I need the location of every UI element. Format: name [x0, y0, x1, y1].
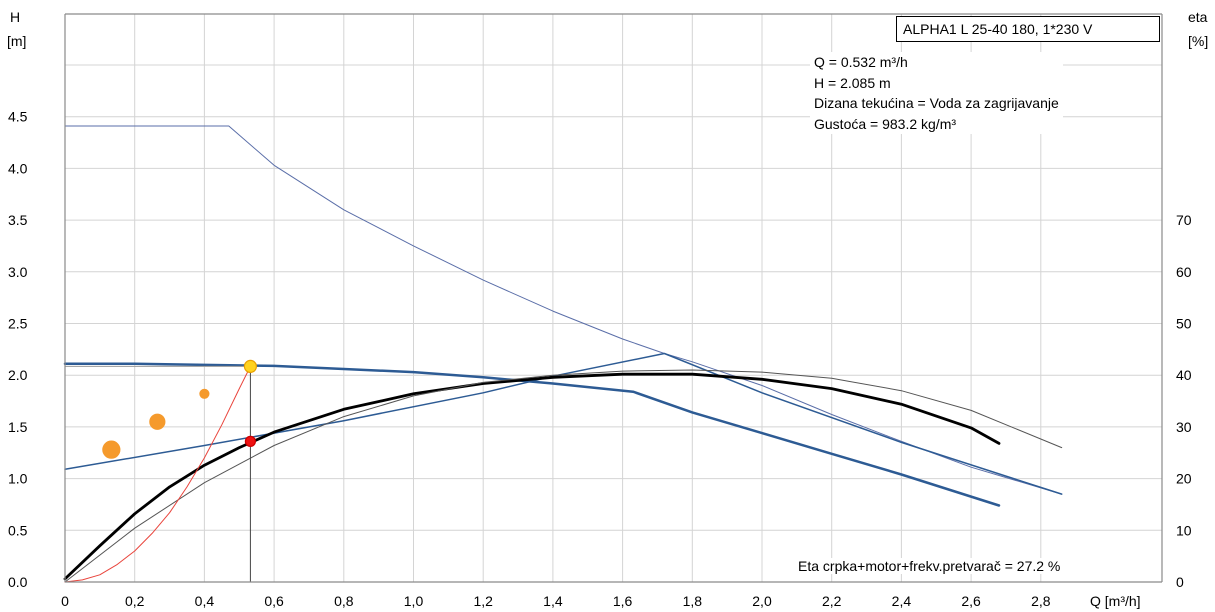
marker-4: [102, 440, 121, 459]
x-tick-label: 2,2: [822, 593, 842, 609]
x-tick-label: 1,6: [613, 593, 633, 609]
info-flow: Q = 0.532 m³/h: [814, 54, 908, 70]
y-right-tick-label: 20: [1176, 471, 1192, 487]
marker-0: [243, 359, 258, 374]
x-tick-label: 2,6: [961, 593, 981, 609]
x-tick-label: 2,0: [752, 593, 772, 609]
y-left-tick-label: 1.0: [8, 471, 28, 487]
marker-2: [199, 388, 210, 399]
info-density: Gustoća = 983.2 kg/m³: [814, 115, 957, 132]
x-tick-label: 2,8: [1031, 593, 1051, 609]
x-tick-label: 0,6: [264, 593, 284, 609]
x-tick-label: 0: [61, 593, 69, 609]
y-left-label-h: H: [10, 9, 20, 25]
info-liquid: Dizana tekućina = Voda za zagrijavanje: [814, 95, 1059, 111]
x-tick-label: 1,8: [683, 593, 703, 609]
y-left-label-unit: [m]: [7, 33, 26, 49]
marker-1: [244, 435, 257, 447]
y-right-label-eta: eta: [1188, 9, 1208, 25]
series-line-0: [64, 125, 1063, 495]
series-line-4: [64, 369, 1063, 583]
efficiency-note: Eta crpka+motor+frekv.pretvarač = 27.2 %: [795, 558, 1064, 574]
series-line-1: [63, 362, 1001, 507]
marker-points: [102, 359, 258, 459]
y-left-tick-label: 3.5: [8, 212, 28, 228]
y-left-tick-label: 4.5: [8, 109, 28, 125]
y-right-tick-label: 30: [1176, 419, 1192, 435]
y-left-tick-label: 0.5: [8, 522, 28, 538]
y-right-tick-label: 70: [1176, 212, 1192, 228]
info-head: H = 2.085 m: [814, 74, 891, 91]
y-left-tick-label: 4.0: [8, 160, 28, 176]
x-tick-label: 1,0: [404, 593, 424, 609]
tick-labels: 0 0,2 0,4 0,6 0,8 1,0 1,2 1,4 1,6 1,8 2,0 2,2 2,4 2,6…: [8, 109, 1192, 609]
y-left-tick-label: 2.0: [8, 367, 28, 383]
x-tick-label: 0,4: [195, 593, 215, 609]
x-tick-label: 1,4: [543, 593, 563, 609]
x-tick-label: 1,2: [473, 593, 493, 609]
x-axis-label: Q [m³/h]: [1090, 593, 1141, 609]
y-right-tick-label: 60: [1176, 264, 1192, 280]
x-tick-label: 0,8: [334, 593, 354, 609]
y-right-tick-label: 40: [1176, 367, 1192, 383]
axes: [64, 13, 1163, 583]
series-line-5: [64, 365, 251, 583]
x-tick-label: 2,4: [892, 593, 912, 609]
pump-model-box: ALPHA1 L 25-40 180, 1*230 V: [896, 16, 1160, 42]
series-line-3: [63, 372, 1001, 581]
y-left-tick-label: 2.5: [8, 316, 28, 332]
y-left-tick-label: 1.5: [8, 419, 28, 435]
y-right-label-unit: [%]: [1188, 33, 1208, 49]
y-left-tick-label: 3.0: [8, 264, 28, 280]
marker-3: [149, 413, 166, 430]
curve-series: [63, 125, 1063, 583]
y-right-tick-label: 10: [1176, 522, 1192, 538]
y-right-tick-label: 50: [1176, 316, 1192, 332]
x-tick-label: 0,2: [125, 593, 145, 609]
y-left-tick-label: 0.0: [8, 574, 28, 590]
y-right-tick-label: 0: [1176, 574, 1184, 590]
operating-point-info: Q = 0.532 m³/h H = 2.085 m Dizana tekući…: [810, 52, 1063, 134]
